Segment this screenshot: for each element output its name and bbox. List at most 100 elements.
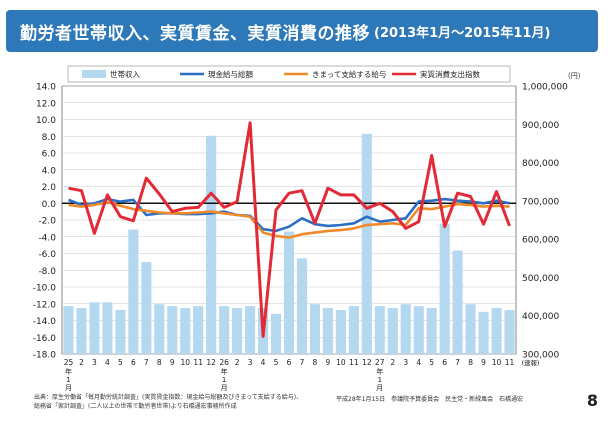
left-tick-label: -16.0 — [33, 334, 57, 344]
x-year-mark: 年 — [65, 367, 72, 376]
x-year-month: 月 — [376, 384, 383, 392]
source-line-1: 出典：厚生労働省「毎月勤労統計調査」(実質賃金指数：現金給与総額及びきまって支給… — [34, 394, 303, 401]
left-tick-label: 0.0 — [42, 200, 57, 210]
bar-世帯収入 — [102, 302, 113, 354]
bar-世帯収入 — [491, 308, 502, 354]
x-tick-label: 10 — [180, 358, 190, 367]
x-tick-label: 8 — [313, 358, 318, 367]
left-tick-label: 14.0 — [36, 83, 56, 93]
legend-swatch-世帯収入 — [82, 70, 106, 78]
left-tick-label: -4.0 — [38, 233, 56, 243]
x-tick-label: 5 — [118, 358, 123, 367]
bar-世帯収入 — [245, 306, 256, 354]
x-tick-label: 9 — [481, 358, 486, 367]
x-year-month-num: 1 — [66, 376, 70, 384]
legend-label-実質消費支出指数: 実質消費支出指数 — [420, 69, 480, 79]
credit-line: 平成28年1月15日 参議院予算委員会 民主党・新緑風会 石橋通宏 — [336, 396, 524, 403]
legend-label-きまって支給する給与: きまって支給する給与 — [312, 69, 386, 79]
x-tick-label: 27 — [375, 358, 385, 367]
x-tick-label: 12 — [206, 358, 216, 367]
left-tick-label: -14.0 — [33, 317, 57, 327]
bar-世帯収入 — [400, 304, 411, 354]
x-tick-label: 6 — [131, 358, 136, 367]
left-tick-label: -12.0 — [33, 300, 57, 310]
bar-世帯収入 — [504, 309, 515, 354]
bar-世帯収入 — [283, 231, 295, 354]
x-year-month: 月 — [221, 384, 228, 392]
bar-世帯収入 — [167, 306, 178, 354]
bar-世帯収入 — [89, 302, 100, 354]
right-tick-label: 900,000 — [522, 121, 559, 131]
x-tick-label: 8 — [157, 358, 162, 367]
x-tick-label: 25 — [64, 358, 74, 367]
bar-世帯収入 — [413, 306, 424, 354]
x-year-mark: 年 — [221, 367, 228, 376]
x-tick-label: 10 — [492, 358, 502, 367]
x-tick-label: 8 — [468, 358, 473, 367]
bar-世帯収入 — [452, 250, 463, 354]
x-tick-label: 2 — [390, 358, 395, 367]
x-tick-label: 10 — [336, 358, 346, 367]
bar-世帯収入 — [141, 262, 152, 354]
x-year-month-num: 1 — [222, 376, 226, 384]
x-tick-label: 2 — [79, 358, 84, 367]
bar-世帯収入 — [63, 306, 74, 354]
bar-世帯収入 — [232, 308, 243, 354]
x-tick-label: 6 — [287, 358, 292, 367]
left-tick-label: 2.0 — [42, 183, 57, 193]
title-bar: 勤労者世帯収入、実質賃金、実質消費の推移 (2013年1月～2015年11月) — [6, 10, 598, 52]
right-tick-label: 300,000 — [522, 351, 559, 361]
chart-subtitle: (2013年1月～2015年11月) — [374, 25, 551, 41]
left-tick-label: -6.0 — [38, 250, 56, 260]
bar-世帯収入 — [270, 313, 282, 354]
left-tick-label: -2.0 — [38, 217, 56, 227]
left-tick-label: -8.0 — [38, 267, 56, 277]
bar-世帯収入 — [128, 229, 139, 354]
x-tick-label: 11 — [349, 358, 359, 367]
x-tick-label: 5 — [429, 358, 434, 367]
bar-世帯収入 — [154, 304, 165, 354]
bar-世帯収入 — [348, 306, 359, 354]
x-tick-label: 12 — [362, 358, 372, 367]
right-tick-label: 700,000 — [522, 197, 559, 207]
x-tick-label: 7 — [300, 358, 305, 367]
page-number: 8 — [586, 391, 598, 410]
x-tick-label: 3 — [403, 358, 408, 367]
bar-世帯収入 — [115, 309, 126, 354]
bar-世帯収入 — [76, 308, 87, 354]
right-tick-label: 1,000,000 — [522, 83, 568, 93]
bar-世帯収入 — [361, 133, 372, 354]
x-tick-label: 5 — [274, 358, 279, 367]
bar-世帯収入 — [193, 306, 204, 354]
right-axis-unit: (円) — [568, 72, 581, 80]
x-tick-label: 6 — [442, 358, 447, 367]
x-year-mark: 年 — [376, 367, 383, 376]
line-実質消費支出指数 — [68, 121, 511, 338]
right-tick-label: 500,000 — [522, 274, 559, 284]
x-tick-label: 11 — [505, 358, 515, 367]
chart-title: 勤労者世帯収入、実質賃金、実質消費の推移 — [20, 23, 370, 44]
x-tick-label: 4 — [261, 358, 266, 367]
last-tick-note: (速報) — [522, 359, 540, 367]
bar-世帯収入 — [322, 308, 333, 354]
x-year-month: 月 — [65, 384, 72, 392]
bar-世帯収入 — [478, 311, 489, 354]
x-tick-label: 9 — [326, 358, 331, 367]
bar-世帯収入 — [335, 309, 346, 354]
left-tick-label: 10.0 — [36, 116, 56, 126]
left-tick-label: -18.0 — [33, 351, 57, 361]
bar-世帯収入 — [387, 308, 398, 354]
x-tick-label: 4 — [416, 358, 421, 367]
legend-label-世帯収入: 世帯収入 — [110, 69, 140, 79]
line-きまって支給する給与 — [68, 201, 510, 239]
left-tick-label: 6.0 — [42, 150, 57, 160]
x-tick-label: 9 — [170, 358, 175, 367]
x-tick-label: 4 — [105, 358, 110, 367]
bar-世帯収入 — [426, 308, 437, 354]
x-tick-label: 3 — [92, 358, 97, 367]
right-tick-label: 800,000 — [522, 159, 559, 169]
x-tick-label: 2 — [235, 358, 240, 367]
source-line-2: 総務省「家計調査」(二人以上の世帯で勤労者世帯)より石橋通宏事務所作成 — [34, 403, 237, 410]
x-tick-label: 3 — [248, 358, 253, 367]
